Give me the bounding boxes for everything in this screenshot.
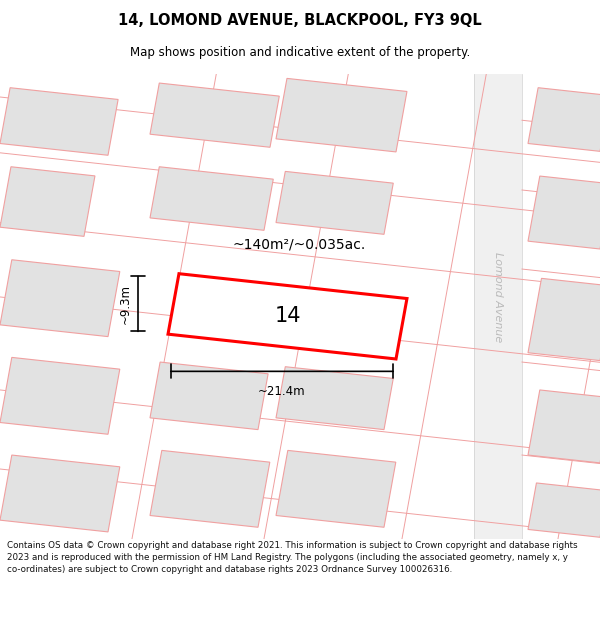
Polygon shape <box>528 176 600 249</box>
Polygon shape <box>0 455 120 532</box>
Polygon shape <box>276 171 393 234</box>
Text: ~140m²/~0.035ac.: ~140m²/~0.035ac. <box>233 238 366 251</box>
Polygon shape <box>276 367 393 429</box>
Polygon shape <box>528 278 600 361</box>
Polygon shape <box>528 390 600 463</box>
Polygon shape <box>0 260 120 337</box>
Text: ~9.3m: ~9.3m <box>119 284 132 324</box>
Polygon shape <box>150 451 270 528</box>
Polygon shape <box>276 451 396 528</box>
Polygon shape <box>168 274 407 359</box>
Polygon shape <box>150 167 273 231</box>
Text: 14: 14 <box>274 306 301 326</box>
Polygon shape <box>150 362 268 429</box>
Polygon shape <box>0 167 95 236</box>
Polygon shape <box>0 357 120 434</box>
Text: ~21.4m: ~21.4m <box>258 385 306 398</box>
Polygon shape <box>528 88 600 151</box>
Polygon shape <box>528 483 600 538</box>
Polygon shape <box>150 83 279 148</box>
Text: Lomond Avenue: Lomond Avenue <box>493 252 503 342</box>
Polygon shape <box>276 78 407 152</box>
Text: Contains OS data © Crown copyright and database right 2021. This information is : Contains OS data © Crown copyright and d… <box>7 541 578 574</box>
Text: Map shows position and indicative extent of the property.: Map shows position and indicative extent… <box>130 46 470 59</box>
Text: 14, LOMOND AVENUE, BLACKPOOL, FY3 9QL: 14, LOMOND AVENUE, BLACKPOOL, FY3 9QL <box>118 13 482 28</box>
Polygon shape <box>0 88 118 155</box>
Bar <box>474 74 522 539</box>
